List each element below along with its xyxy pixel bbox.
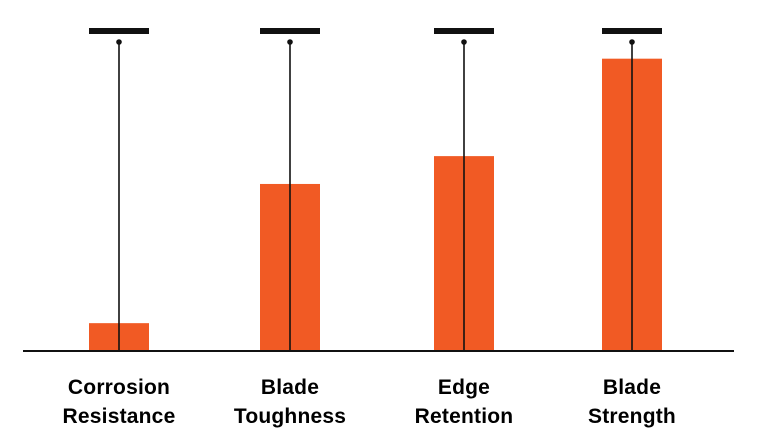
category-label-line: Strength (588, 405, 676, 428)
error-cap-2 (434, 28, 494, 34)
error-cap-3 (602, 28, 662, 34)
error-dot-3 (629, 39, 635, 45)
error-dot-2 (461, 39, 467, 45)
category-label-line: Corrosion (68, 376, 170, 399)
caps-layer (89, 28, 662, 34)
category-label-0: Corrosion Resistance (63, 376, 176, 428)
category-label-line: Blade (261, 376, 319, 399)
category-label-line: Retention (415, 405, 514, 428)
stems-layer (116, 39, 635, 351)
category-label-3: Blade Strength (588, 376, 676, 428)
category-label-line: Edge (438, 376, 490, 399)
category-label-2: Edge Retention (415, 376, 514, 428)
error-cap-1 (260, 28, 320, 34)
category-label-line: Toughness (234, 405, 346, 428)
category-label-line: Resistance (63, 405, 176, 428)
category-label-1: Blade Toughness (234, 376, 346, 428)
category-labels: Corrosion Resistance Blade Toughness Edge Ret… (63, 376, 676, 428)
error-dot-1 (287, 39, 293, 45)
error-cap-0 (89, 28, 149, 34)
bars-layer (89, 58, 662, 352)
category-label-line: Blade (603, 376, 661, 399)
error-dot-0 (116, 39, 122, 45)
